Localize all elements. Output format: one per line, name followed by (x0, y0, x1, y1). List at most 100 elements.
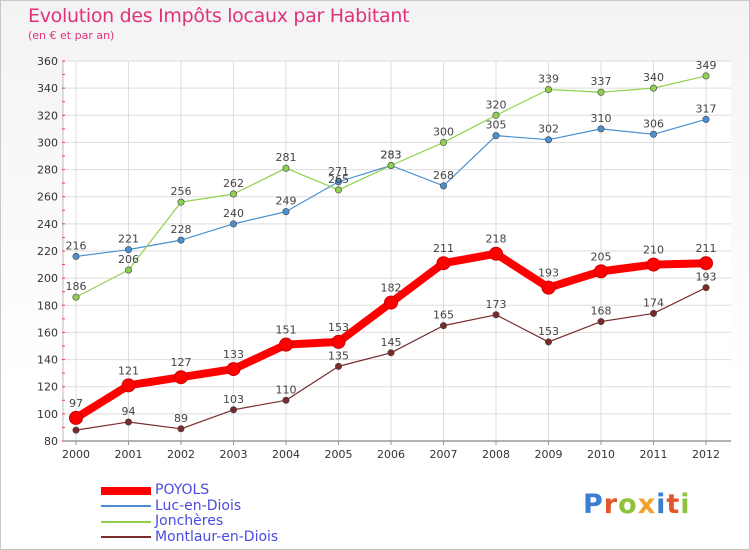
data-point-poyols (646, 257, 661, 272)
data-point-jonch-res (544, 86, 552, 94)
data-point-montlaur-en-diois (230, 406, 238, 414)
data-point-jonch-res (125, 266, 133, 274)
chart-title: Evolution des Impôts locaux par Habitant (28, 5, 410, 27)
data-label-luc-en-diois: 317 (696, 102, 717, 115)
y-tick-label: 160 (37, 326, 58, 339)
data-label-jonch-res: 283 (381, 149, 402, 162)
x-tick-label: 2002 (167, 448, 195, 461)
data-label-montlaur-en-diois: 94 (122, 405, 136, 418)
data-label-luc-en-diois: 249 (276, 195, 297, 208)
data-label-montlaur-en-diois: 135 (328, 349, 349, 362)
x-tick-label: 2008 (482, 448, 510, 461)
data-label-luc-en-diois: 268 (433, 169, 454, 182)
data-point-luc-en-diois (177, 236, 185, 244)
data-label-luc-en-diois: 221 (118, 233, 139, 246)
data-label-montlaur-en-diois: 110 (276, 383, 297, 396)
data-point-montlaur-en-diois (597, 318, 605, 326)
data-point-jonch-res (597, 88, 605, 96)
x-tick-label: 2010 (587, 448, 615, 461)
data-label-jonch-res: 339 (538, 73, 559, 86)
data-label-poyols: 182 (381, 282, 402, 295)
data-label-luc-en-diois: 283 (381, 149, 402, 162)
data-point-jonch-res (702, 72, 710, 80)
legend-swatch (101, 486, 151, 495)
data-point-jonch-res (177, 198, 185, 206)
data-point-montlaur-en-diois (282, 396, 290, 404)
x-tick-label: 2000 (62, 448, 90, 461)
y-tick-label: 300 (37, 136, 58, 149)
data-point-jonch-res (439, 138, 447, 146)
data-label-poyols: 218 (486, 233, 507, 246)
data-label-poyols: 97 (69, 397, 83, 410)
data-point-montlaur-en-diois (439, 322, 447, 330)
data-point-jonch-res (230, 190, 238, 198)
data-label-luc-en-diois: 216 (66, 239, 87, 252)
data-point-luc-en-diois (702, 115, 710, 123)
y-tick-label: 360 (37, 55, 58, 68)
data-point-luc-en-diois (492, 132, 500, 140)
data-point-montlaur-en-diois (334, 362, 342, 370)
data-point-luc-en-diois (72, 252, 80, 260)
data-point-jonch-res (334, 186, 342, 194)
data-point-luc-en-diois (544, 136, 552, 144)
legend-swatch (101, 536, 151, 539)
data-point-montlaur-en-diois (72, 426, 80, 434)
data-point-montlaur-en-diois (649, 309, 657, 317)
data-point-poyols (436, 256, 451, 271)
data-label-jonch-res: 300 (433, 125, 454, 138)
data-label-luc-en-diois: 271 (328, 165, 349, 178)
data-label-poyols: 151 (276, 324, 297, 337)
legend-swatch (101, 520, 151, 523)
x-tick-label: 2003 (220, 448, 248, 461)
proxiti-logo: Proxiti (583, 489, 691, 520)
data-label-montlaur-en-diois: 168 (591, 305, 612, 318)
x-tick-label: 2012 (692, 448, 720, 461)
data-label-poyols: 193 (538, 267, 559, 280)
data-label-jonch-res: 186 (66, 280, 87, 293)
data-point-luc-en-diois (125, 246, 133, 254)
data-label-montlaur-en-diois: 174 (643, 296, 664, 309)
data-point-montlaur-en-diois (387, 349, 395, 357)
legend-label: Montlaur-en-Diois (155, 528, 279, 545)
data-point-jonch-res (282, 164, 290, 172)
data-label-montlaur-en-diois: 153 (538, 325, 559, 338)
data-label-poyols: 121 (118, 364, 139, 377)
data-label-jonch-res: 337 (591, 75, 612, 88)
legend-label: Jonchères (155, 513, 224, 529)
data-point-poyols (121, 378, 136, 393)
data-label-poyols: 211 (433, 242, 454, 255)
chart-subtitle: (en € et par an) (28, 29, 115, 42)
y-tick-label: 260 (37, 191, 58, 204)
data-label-poyols: 153 (328, 321, 349, 334)
data-point-luc-en-diois (334, 178, 342, 186)
data-point-poyols (541, 280, 556, 295)
data-label-montlaur-en-diois: 103 (223, 393, 244, 406)
y-tick-label: 100 (37, 408, 58, 421)
data-label-luc-en-diois: 310 (591, 112, 612, 125)
data-point-poyols (69, 410, 83, 425)
data-point-luc-en-diois (439, 182, 447, 190)
data-point-jonch-res (649, 84, 657, 92)
data-point-poyols (226, 362, 241, 377)
x-tick-label: 2001 (115, 448, 143, 461)
y-tick-label: 220 (37, 245, 58, 258)
data-label-poyols: 211 (696, 242, 717, 255)
y-tick-label: 320 (37, 109, 58, 122)
data-point-poyols (384, 295, 398, 310)
data-label-luc-en-diois: 305 (486, 119, 507, 132)
data-point-montlaur-en-diois (702, 284, 710, 292)
y-tick-label: 80 (44, 435, 58, 448)
data-label-luc-en-diois: 306 (643, 117, 664, 130)
x-tick-label: 2004 (272, 448, 300, 461)
x-tick-label: 2007 (430, 448, 458, 461)
x-tick-label: 2009 (535, 448, 563, 461)
data-label-poyols: 205 (591, 250, 612, 263)
data-label-jonch-res: 349 (696, 59, 717, 72)
y-tick-label: 200 (37, 272, 58, 285)
x-tick-label: 2011 (640, 448, 668, 461)
data-point-luc-en-diois (230, 220, 238, 228)
data-label-luc-en-diois: 302 (538, 123, 559, 136)
data-point-poyols (174, 370, 188, 385)
